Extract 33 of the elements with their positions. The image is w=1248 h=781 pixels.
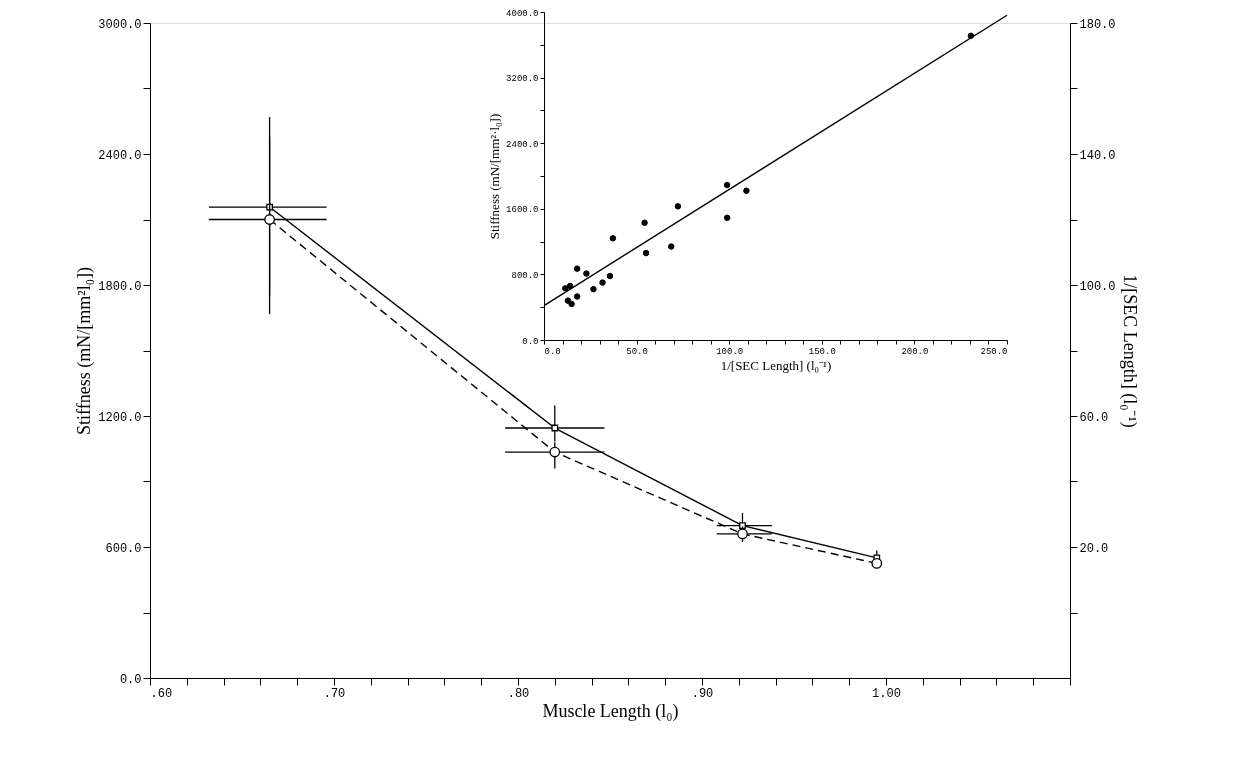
y-tick-label: 3000.0 [98, 17, 142, 32]
y-tick-label: 1600.0 [506, 205, 539, 216]
y-axis-title: Stiffness (mN/[mm²l₀]) [74, 267, 96, 435]
x-tick-label: 50.0 [626, 346, 648, 357]
x-tick-label: .80 [507, 686, 530, 701]
y-tick-label: 1800.0 [98, 279, 142, 294]
y-tick-label: 0.0 [119, 672, 142, 687]
y-tick-label: 2400.0 [506, 139, 539, 150]
y-tick-label: 800.0 [511, 270, 539, 281]
x-tick-label: 200.0 [901, 346, 929, 357]
y2-axis-title: 1/[SEC Length] (l₀⁻¹) [1118, 274, 1140, 428]
x-tick-label: 150.0 [808, 346, 836, 357]
y-tick-label: 2400.0 [98, 148, 142, 163]
y-tick-label: 1200.0 [98, 410, 142, 425]
y2-tick-label: 20.0 [1079, 541, 1109, 556]
y-axis-title: Stiffness (mN/[mm²·l₀]) [487, 113, 503, 240]
x-tick-label: 1.00 [872, 686, 901, 701]
x-tick-label: 250.0 [980, 346, 1008, 357]
x-tick-label: .90 [691, 686, 714, 701]
x-axis-title: Muscle Length (l₀) [542, 700, 679, 722]
y2-tick-label: 180.0 [1079, 17, 1116, 32]
y-tick-label: 0.0 [522, 336, 539, 347]
y-tick-label: 600.0 [105, 541, 142, 556]
y-tick-label: 3200.0 [506, 74, 539, 85]
y2-tick-label: 60.0 [1079, 410, 1109, 425]
x-tick-label: 100.0 [716, 346, 744, 357]
y2-tick-label: 140.0 [1079, 148, 1116, 163]
y-tick-label: 4000.0 [506, 8, 539, 19]
x-tick-label: 0.0 [544, 346, 561, 357]
x-axis-title: 1/[SEC Length] (l₀⁻¹) [720, 357, 832, 373]
y2-tick-label: 100.0 [1079, 279, 1116, 294]
x-tick-label: .70 [323, 686, 346, 701]
x-tick-label: .60 [150, 686, 173, 701]
